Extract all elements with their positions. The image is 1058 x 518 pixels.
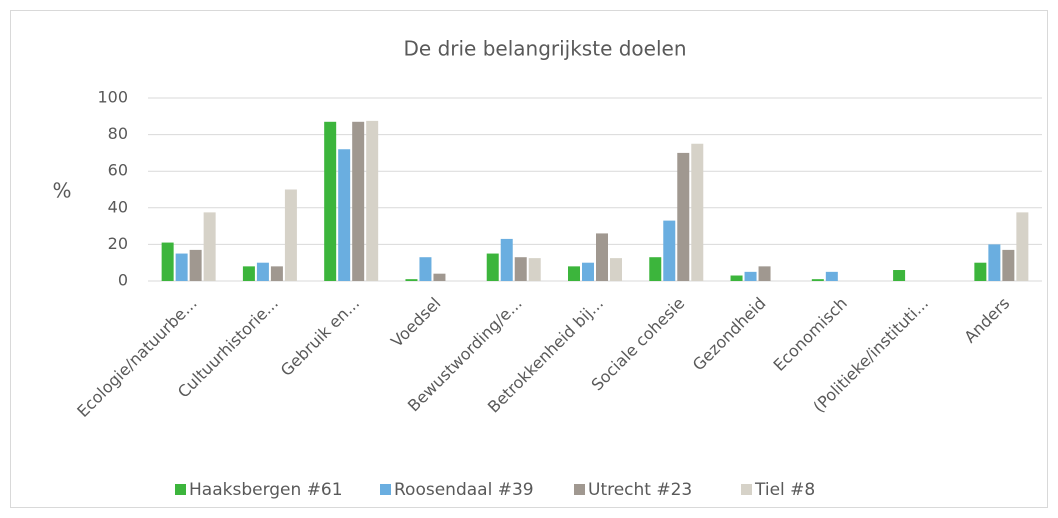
y-tick-label: 100	[97, 88, 128, 107]
bar	[500, 238, 513, 281]
bar	[596, 233, 608, 281]
y-tick-label: 0	[118, 271, 128, 290]
bar	[988, 244, 1001, 281]
y-tick-label: 60	[108, 161, 128, 180]
bar	[649, 257, 662, 281]
legend-swatch	[175, 484, 186, 495]
bar	[663, 220, 676, 281]
bar	[811, 279, 824, 281]
y-tick-label: 20	[108, 234, 128, 253]
bar	[284, 189, 297, 281]
bar	[744, 271, 757, 281]
bar	[270, 266, 283, 281]
bar	[1002, 249, 1015, 281]
bar	[419, 257, 432, 281]
y-tick-label: 80	[108, 124, 128, 143]
bar	[528, 258, 541, 281]
legend-label: Roosendaal #39	[394, 480, 534, 500]
chart-title: De drie belangrijkste doelen	[404, 37, 687, 61]
legend-swatch	[741, 484, 752, 495]
bar	[691, 143, 704, 281]
bar	[677, 152, 690, 281]
y-tick-label: 40	[108, 197, 128, 216]
bar	[486, 253, 499, 281]
y-axis-label: %	[52, 179, 71, 203]
bar	[203, 212, 216, 281]
bar	[514, 257, 527, 281]
bar	[610, 258, 622, 281]
bar	[338, 149, 351, 281]
legend-swatch	[380, 484, 391, 495]
bar	[352, 121, 365, 281]
legend-label: Utrecht #23	[588, 480, 692, 500]
bar	[893, 270, 906, 281]
legend-swatch	[574, 484, 585, 495]
bar	[175, 253, 188, 281]
bar	[568, 266, 580, 281]
bar	[366, 120, 379, 281]
bar	[242, 266, 255, 281]
bar	[1016, 212, 1029, 281]
legend-label: Haaksbergen #61	[189, 480, 343, 500]
legend-label: Tiel #8	[754, 480, 815, 500]
bar	[974, 262, 987, 281]
bar	[758, 266, 771, 281]
bar	[405, 279, 418, 281]
bar	[324, 121, 337, 281]
bar	[825, 271, 838, 281]
bar	[433, 273, 446, 281]
bar	[730, 275, 743, 281]
bar	[582, 262, 594, 281]
bar	[189, 249, 202, 281]
bar	[256, 262, 269, 281]
bar	[161, 242, 174, 281]
